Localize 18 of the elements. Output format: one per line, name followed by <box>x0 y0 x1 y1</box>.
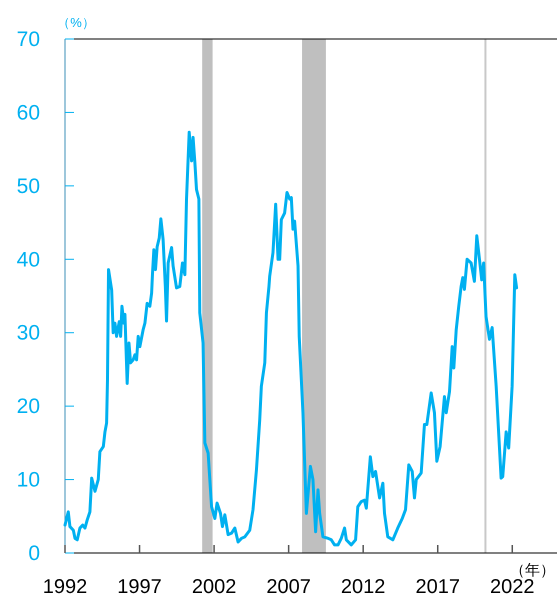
y-tick-label: 0 <box>28 542 40 565</box>
y-tick-label: 20 <box>16 395 40 418</box>
y-axis-title: （%） <box>57 15 95 30</box>
y-tick-label: 40 <box>16 248 40 272</box>
y-tick-label: 70 <box>16 28 40 51</box>
y-tick-label: 30 <box>16 322 40 345</box>
x-tick-label: 1992 <box>42 576 88 598</box>
x-tick-label: 1997 <box>117 576 162 598</box>
x-tick-label: 2012 <box>340 576 386 598</box>
x-tick-label: 2007 <box>266 576 311 598</box>
x-tick-label: 2017 <box>415 576 460 598</box>
x-tick-label: 2022 <box>490 576 535 598</box>
y-tick-label: 50 <box>16 174 40 198</box>
y-tick-label: 10 <box>16 468 40 492</box>
y-tick-label: 60 <box>16 101 40 124</box>
x-tick-label: 2002 <box>192 576 236 598</box>
line-series <box>64 130 518 546</box>
x-axis-title: （年） <box>510 562 555 579</box>
